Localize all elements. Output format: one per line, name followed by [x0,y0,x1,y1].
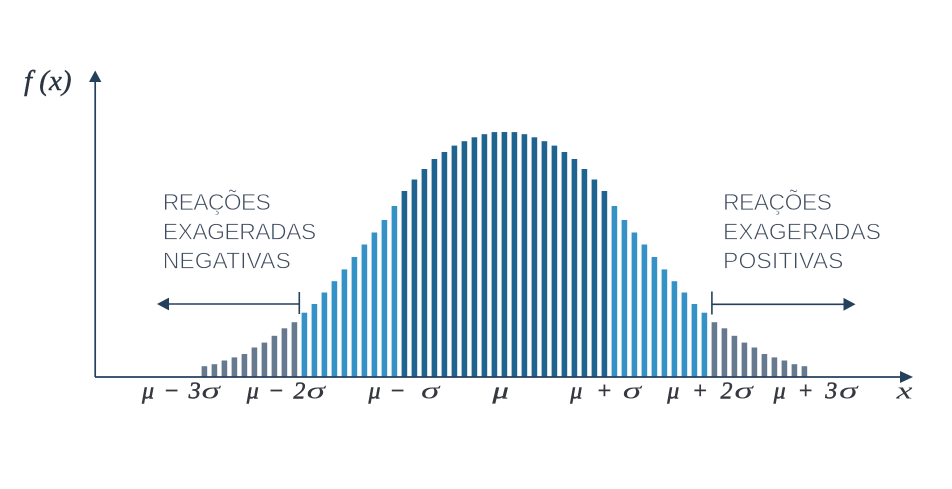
svg-text:EXAGERADAS: EXAGERADAS [723,218,881,244]
svg-text:NEGATIVAS: NEGATIVAS [163,248,291,274]
svg-text:POSITIVAS: POSITIVAS [723,248,844,274]
svg-text:x: x [895,377,913,404]
svg-text:μ −: μ − [368,379,406,405]
svg-text:σ: σ [734,377,754,404]
svg-text:μ: μ [491,378,508,404]
svg-text:μ + 2: μ + 2 [666,379,732,405]
svg-text:f (x): f (x) [24,65,72,97]
svg-text:σ: σ [421,377,441,404]
svg-text:μ − 3: μ − 3 [141,379,201,405]
svg-text:σ: σ [839,377,859,404]
svg-text:μ + 3: μ + 3 [773,379,838,405]
svg-text:μ +: μ + [569,379,612,405]
svg-text:REAÇÕES: REAÇÕES [723,188,832,215]
svg-text:σ: σ [202,377,222,404]
svg-text:REAÇÕES: REAÇÕES [163,188,271,215]
svg-text:σ: σ [307,377,327,404]
svg-text:EXAGERADAS: EXAGERADAS [163,218,316,244]
svg-text:σ: σ [623,377,643,404]
svg-text:μ − 2: μ − 2 [246,379,306,405]
